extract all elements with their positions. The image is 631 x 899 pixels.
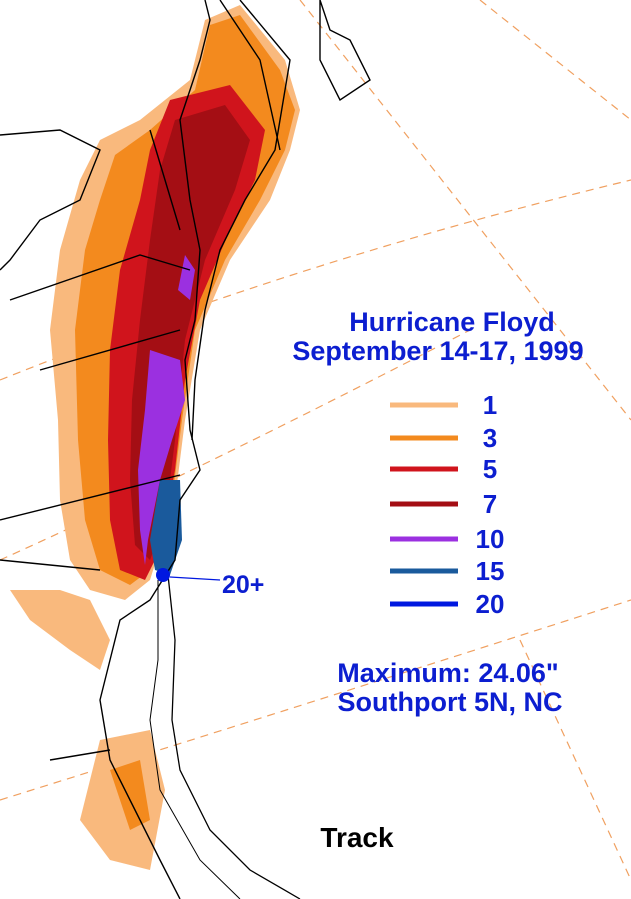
maximum: Maximum: 24.06"	[337, 658, 558, 688]
subtitle: September 14-17, 1999	[292, 336, 583, 366]
border	[0, 129, 101, 271]
grid-line	[519, 639, 631, 881]
title: Hurricane Floyd	[349, 307, 555, 337]
border	[149, 0, 281, 231]
legend-label: 1	[483, 390, 497, 420]
grid-line	[479, 0, 631, 121]
track-label: Track	[320, 822, 394, 853]
rainfall-bands	[10, 5, 300, 870]
storm-track	[167, 574, 301, 899]
band-10	[138, 255, 195, 565]
legend-label: 3	[483, 423, 497, 453]
max-marker-leader	[169, 576, 221, 581]
max-marker	[156, 568, 170, 582]
legend-label: 20	[476, 589, 505, 619]
coastline	[191, 0, 291, 441]
grid-line	[299, 0, 631, 421]
coastlines-and-borders	[0, 0, 371, 899]
max-marker-label: 20+	[222, 571, 264, 599]
legend-label: 10	[476, 524, 505, 554]
grid-line	[0, 329, 471, 561]
storm-track	[149, 580, 241, 899]
band-1	[10, 590, 165, 870]
legend-label: 7	[483, 489, 497, 519]
band-3	[75, 15, 295, 830]
legend-label: 15	[476, 556, 505, 586]
band-15	[150, 480, 182, 575]
legend-label: 5	[483, 454, 497, 484]
border	[0, 254, 191, 761]
coastline	[319, 0, 371, 102]
maximum-location: Southport 5N, NC	[338, 687, 563, 717]
